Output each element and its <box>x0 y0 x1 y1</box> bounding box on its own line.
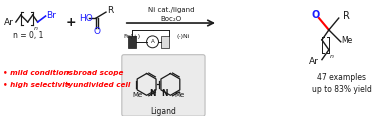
Text: • mild conditions: • mild conditions <box>3 69 73 76</box>
Text: Boc₂O: Boc₂O <box>160 16 181 22</box>
Text: n: n <box>330 54 334 59</box>
Text: • undivided cell: • undivided cell <box>67 82 131 88</box>
Text: Ligand: Ligand <box>150 107 177 116</box>
Text: 47 examples: 47 examples <box>317 73 366 82</box>
Text: A: A <box>151 39 155 44</box>
Text: HO: HO <box>79 14 93 23</box>
Text: R: R <box>343 11 350 21</box>
Text: (-)Ni: (-)Ni <box>176 34 190 39</box>
Text: N: N <box>149 89 155 98</box>
Text: • broad scope: • broad scope <box>67 69 124 76</box>
Text: O: O <box>312 10 320 20</box>
Text: Me: Me <box>174 92 184 98</box>
Text: n: n <box>34 26 38 31</box>
Text: Br: Br <box>46 11 56 20</box>
Text: Ni cat./ligand: Ni cat./ligand <box>148 7 194 13</box>
Text: n = 0, 1: n = 0, 1 <box>12 31 43 40</box>
Text: R: R <box>107 6 113 15</box>
Text: Ar: Ar <box>309 57 319 66</box>
Text: O: O <box>94 27 101 36</box>
Bar <box>128 36 136 48</box>
Bar <box>161 36 169 48</box>
Text: +: + <box>66 16 77 29</box>
Text: up to 83% yield: up to 83% yield <box>312 85 372 94</box>
Text: Fe(+): Fe(+) <box>123 34 140 39</box>
Text: Me: Me <box>342 36 353 45</box>
FancyBboxPatch shape <box>122 55 205 116</box>
Text: Ar: Ar <box>4 18 14 27</box>
Text: • high selectivity: • high selectivity <box>3 82 73 88</box>
Text: Me: Me <box>133 92 143 98</box>
Text: N: N <box>162 89 168 98</box>
